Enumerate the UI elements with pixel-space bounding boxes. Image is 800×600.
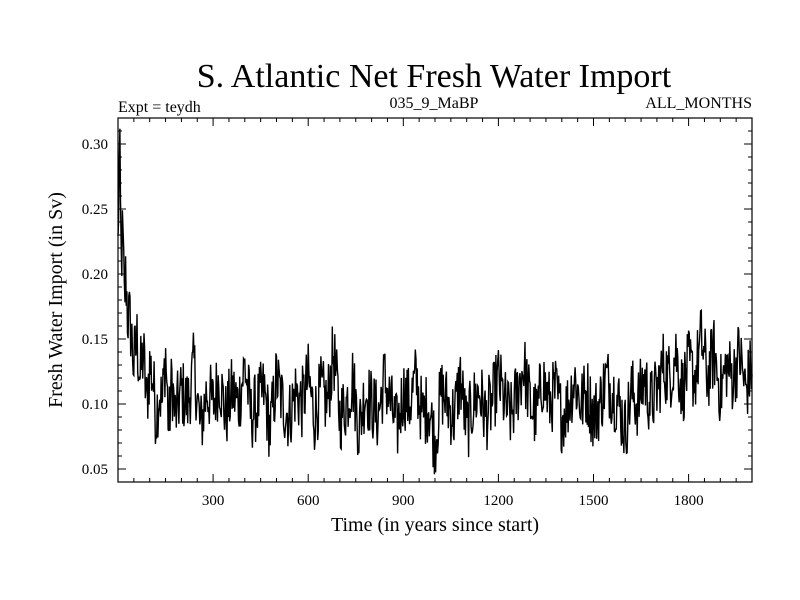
y-tick-label: 0.30: [82, 137, 108, 153]
y-tick-label: 0.10: [82, 397, 108, 413]
y-tick-label: 0.15: [82, 332, 108, 348]
x-tick-label: 1800: [674, 493, 704, 509]
period-label: 035_9_MaBP: [390, 95, 479, 112]
experiment-label: Expt = teydh: [118, 99, 201, 116]
months-label: ALL_MONTHS: [645, 95, 752, 112]
y-axis-label: Fresh Water Import (in Sv): [45, 192, 67, 408]
x-axis-label: Time (in years since start): [331, 514, 539, 536]
x-tick-label: 1500: [579, 493, 609, 509]
y-tick-label: 0.05: [82, 462, 108, 478]
plot-frame: [117, 117, 753, 483]
x-tick-label: 600: [297, 493, 320, 509]
chart-title: S. Atlantic Net Fresh Water Import: [197, 58, 672, 95]
x-tick-labels: 300 600 900 1200 1500 1800: [202, 493, 704, 509]
y-tick-labels: 0.05 0.10 0.15 0.20 0.25 0.30: [82, 137, 108, 478]
y-tick-label: 0.20: [82, 267, 108, 283]
y-tick-label: 0.25: [82, 202, 108, 218]
series-line: [117, 128, 753, 475]
plot-area: [117, 128, 753, 475]
x-tick-label: 300: [202, 493, 225, 509]
x-tick-label: 1200: [483, 493, 513, 509]
x-tick-label: 900: [392, 493, 415, 509]
